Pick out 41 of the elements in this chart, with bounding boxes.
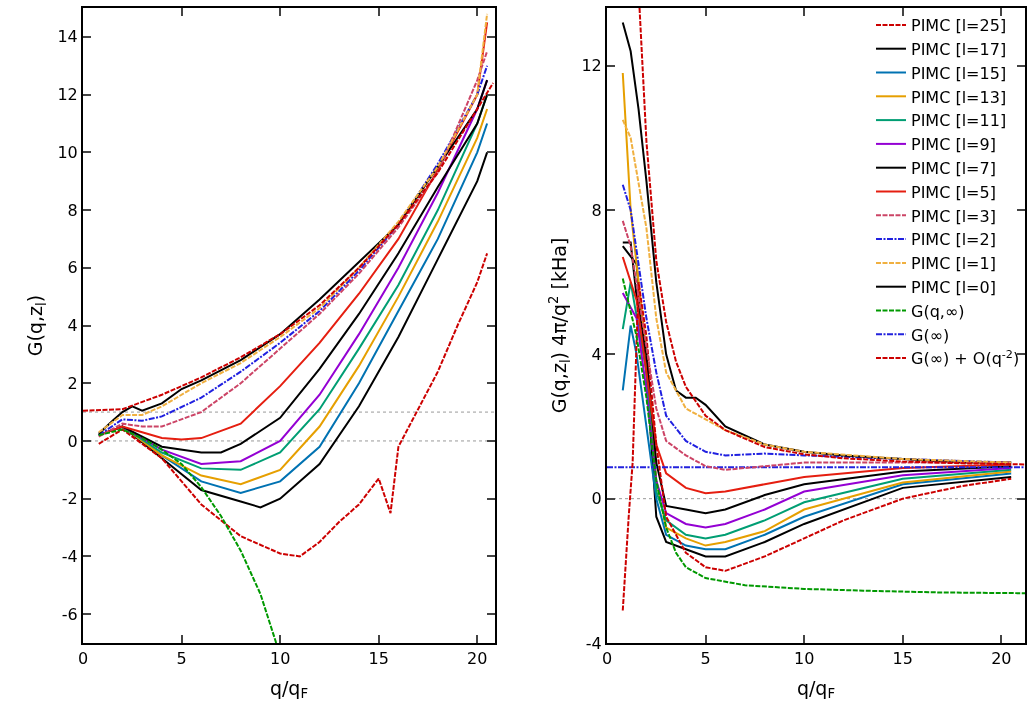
x-axis-title: q/q$_{F}$ [796,676,836,702]
y-tick-label: 10 [57,142,78,162]
y-tick-label: 0 [67,431,78,451]
legend-label: G(∞) [911,325,950,345]
legend-label: PIMC [l=25] [911,16,1007,36]
y-tick-label: -4 [585,633,602,653]
y-tick-label: -2 [61,489,78,509]
legend-label: PIMC [l=5] [911,182,996,202]
legend-label: PIMC [l=3] [911,206,996,226]
legend-label: PIMC [l=9] [911,135,996,155]
y-tick-label: -6 [61,604,78,624]
x-tick-label: 10 [793,649,815,669]
y-tick-label: 12 [581,56,602,76]
x-tick-label: 5 [176,649,187,669]
y-tick-label: 8 [67,200,78,220]
x-tick-label: 20 [991,649,1012,669]
legend-label: G(∞) + O(q$^{-2}$) [911,347,1020,369]
legend-label: PIMC [l=17] [911,39,1007,59]
y-tick-label: 14 [57,27,78,47]
legend-label: PIMC [l=15] [911,63,1007,83]
legend-label: PIMC [l=7] [911,158,996,178]
legend-label: PIMC [l=0] [911,277,996,297]
legend-label: PIMC [l=1] [911,254,996,274]
legend-label: PIMC [l=11] [911,111,1007,131]
x-tick-label: 5 [700,649,711,669]
x-tick-label: 20 [467,649,488,669]
y-tick-label: 2 [67,373,78,393]
y-tick-label: 6 [67,258,78,278]
x-axis-title: q/q$_{F}$ [269,676,309,702]
x-tick-label: 15 [892,649,913,669]
y-tick-label: 4 [591,344,602,364]
y-tick-label: 8 [591,200,602,220]
legend-label: G(q,∞) [911,301,965,321]
y-tick-label: 0 [591,489,602,509]
legend-label: PIMC [l=13] [911,87,1007,107]
x-tick-label: 15 [368,649,389,669]
x-tick-label: 10 [269,649,291,669]
y-tick-label: 12 [57,85,78,105]
legend-label: PIMC [l=2] [911,230,996,250]
y-tick-label: -4 [61,547,78,567]
y-tick-label: 4 [67,316,78,336]
